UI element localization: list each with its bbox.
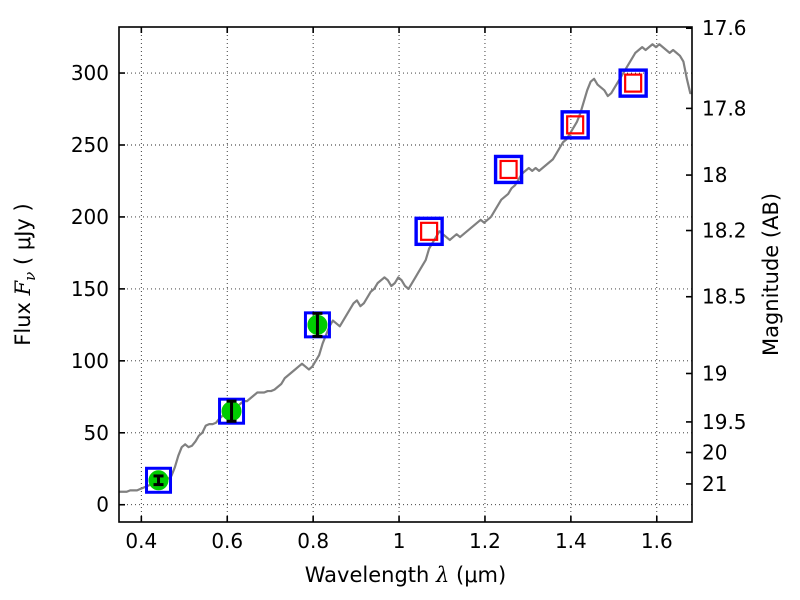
- y-axis-tick-label: 100: [71, 349, 109, 373]
- magnitude-axis-tick-label: 19.5: [702, 410, 747, 434]
- x-axis-tick-label: 1.2: [469, 529, 501, 553]
- x-axis-tick-label: 0.4: [125, 529, 157, 553]
- spectrum-curve: [118, 43, 692, 493]
- x-axis-tick-label: 1: [393, 529, 406, 553]
- photometry-point-marker[interactable]: [499, 159, 518, 180]
- photometry-square-marker[interactable]: [414, 216, 444, 247]
- magnitude-axis-tick-label: 20: [702, 440, 727, 464]
- photometry-square-marker[interactable]: [493, 154, 524, 185]
- x-axis-tick-label: 1.6: [641, 529, 673, 553]
- magnitude-axis-tick-label: 18.5: [702, 285, 747, 309]
- photometry-square-marker[interactable]: [145, 466, 173, 494]
- photometry-point-marker[interactable]: [420, 221, 439, 241]
- y-axis-tick-label: 50: [84, 421, 109, 445]
- photometry-square-marker[interactable]: [560, 110, 590, 140]
- x-axis-tick-label: 0.8: [297, 529, 329, 553]
- magnitude-axis-tick-label: 19: [702, 361, 727, 385]
- y-axis-tick-label: 250: [71, 133, 109, 157]
- magnitude-axis-title: Magnitude (AB): [759, 193, 783, 356]
- y-axis-tick-label: 150: [71, 277, 109, 301]
- magnitude-axis-tick-label: 17.6: [702, 16, 747, 40]
- x-axis-tick-label: 1.4: [555, 529, 587, 553]
- photometry-point-marker[interactable]: [624, 73, 643, 93]
- y-axis-tick-label: 0: [96, 493, 109, 517]
- photometry-point-marker[interactable]: [566, 115, 585, 135]
- y-axis-title: Flux Fν ( μJy ): [11, 203, 39, 345]
- magnitude-axis-tick-label: 21: [702, 472, 727, 496]
- photometry-square-marker[interactable]: [218, 397, 246, 425]
- magnitude-axis-tick-label: 18.2: [702, 219, 747, 243]
- plot-background: [119, 27, 692, 522]
- magnitude-axis-tick-label: 17.8: [702, 96, 747, 120]
- axes-frame: [118, 26, 693, 523]
- y-axis-tick-label: 300: [71, 61, 109, 85]
- photometry-square-marker[interactable]: [618, 68, 648, 98]
- x-axis-title: Wavelength λ (μm): [305, 563, 506, 587]
- y-axis-tick-label: 200: [71, 205, 109, 229]
- x-axis-tick-label: 0.6: [211, 529, 243, 553]
- magnitude-axis-tick-label: 18: [702, 163, 727, 187]
